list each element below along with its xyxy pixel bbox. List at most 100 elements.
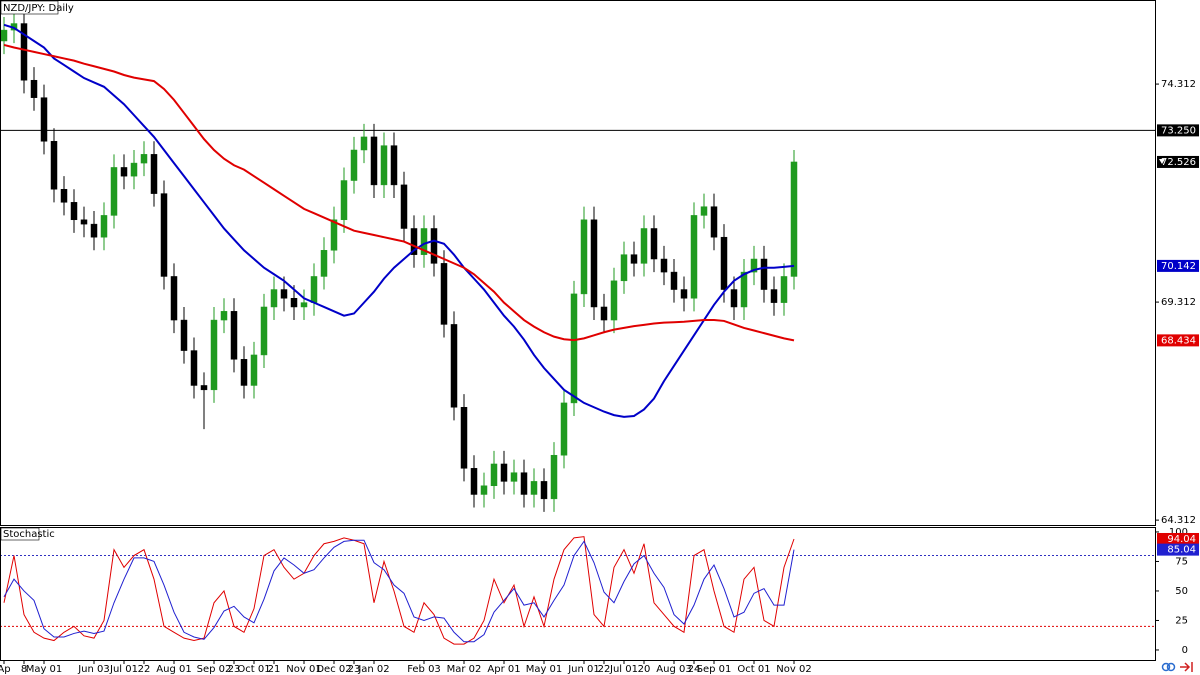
stochastic-frame	[0, 527, 1156, 661]
price-box-label: 68.434	[1161, 335, 1196, 346]
x-tick-label: 24	[688, 664, 701, 675]
price-box	[1157, 532, 1199, 545]
candle-body	[380, 145, 388, 186]
candle-body	[230, 311, 238, 360]
candle-body	[510, 472, 518, 482]
candle-body	[530, 481, 538, 495]
candle-body	[350, 149, 358, 181]
candle-body	[420, 228, 428, 255]
link-icon[interactable]	[1161, 662, 1171, 672]
x-tick-label: Aug 03	[656, 664, 691, 675]
link-icon[interactable]	[1166, 662, 1176, 672]
candle-body	[330, 219, 338, 251]
x-tick-label: May 01	[26, 664, 63, 675]
candle-body	[30, 79, 38, 98]
candle-body	[650, 228, 658, 260]
candle-body	[720, 236, 728, 290]
candle-body	[790, 161, 798, 277]
candle-body	[50, 141, 58, 190]
candle-body	[630, 254, 638, 264]
x-tick-label: Mar 02	[447, 664, 482, 675]
indicator-title: Stochastic	[3, 529, 55, 540]
x-tick-label: Jun 03	[77, 664, 110, 675]
price-box-label: 70.142	[1161, 261, 1196, 272]
candle-body	[750, 258, 758, 273]
candle-body	[120, 167, 128, 177]
main-panel	[0, 10, 1155, 512]
price-box	[1157, 155, 1199, 168]
price-box-label: 73.250	[1161, 125, 1196, 136]
shift-icon[interactable]	[1180, 662, 1193, 672]
price-box	[1157, 543, 1199, 556]
candle-body	[540, 481, 548, 500]
candle-body	[0, 29, 8, 42]
price-arrow	[1159, 158, 1165, 164]
candle-body	[250, 354, 258, 386]
candle-body	[270, 289, 278, 308]
candle-body	[180, 319, 188, 351]
x-tick-label: 22	[598, 664, 611, 675]
candle-body	[450, 324, 458, 408]
x-tick-label: Sep 01	[697, 664, 732, 675]
candle-body	[220, 311, 228, 321]
chart-title: NZD/JPY: Daily	[3, 3, 74, 14]
candle-body	[590, 219, 598, 308]
candle-body	[310, 276, 318, 303]
candle-body	[320, 250, 328, 277]
candle-body	[640, 228, 648, 264]
toolbar-icons[interactable]	[1161, 662, 1193, 672]
x-tick-label: Oct 01	[737, 664, 770, 675]
candle-body	[160, 193, 168, 277]
x-tick-label: Oct 01	[237, 664, 270, 675]
price-box-label: 72.526	[1161, 157, 1196, 168]
line	[3, 539, 795, 643]
x-tick-label: 20	[638, 664, 651, 675]
x-tick-label: Feb 03	[407, 664, 441, 675]
candle-body	[340, 180, 348, 221]
candle-body	[430, 228, 438, 264]
candle-body	[480, 485, 488, 495]
candle-body	[300, 302, 308, 308]
x-tick-label: 23	[228, 664, 241, 675]
y-tick-label: 74.312	[1161, 79, 1196, 90]
x-tick-label: 8	[21, 664, 27, 675]
candle-body	[140, 154, 148, 164]
y-tick-label: 25	[1175, 615, 1188, 626]
candle-body	[280, 289, 288, 299]
x-tick-label: Nov 01	[286, 664, 321, 675]
x-tick-label: 22	[138, 664, 151, 675]
candle-body	[490, 463, 498, 487]
candle-body	[240, 359, 248, 386]
axes: 74.312 69.312 64.312 73.250 70.142 68.434 72.5…	[0, 79, 1199, 675]
candle-body	[150, 154, 158, 194]
candle-body	[520, 472, 528, 495]
candle-body	[410, 228, 418, 255]
candle-body	[90, 223, 98, 238]
y-tick-label: 69.312	[1161, 297, 1196, 308]
candle-body	[610, 280, 618, 321]
candle-body	[20, 23, 28, 81]
candle-body	[760, 258, 768, 290]
price-box	[1157, 334, 1199, 347]
candle-body	[710, 206, 718, 238]
y-tick-label: 75	[1175, 556, 1188, 567]
price-box-label: 85.04	[1167, 545, 1196, 556]
y-tick-label: 100	[1169, 527, 1188, 538]
x-tick-label: 21	[268, 664, 281, 675]
x-tick-label: Jun 01	[567, 664, 600, 675]
candle-body	[70, 202, 78, 221]
candle-body	[210, 319, 218, 391]
candle-body	[770, 289, 778, 303]
candle-body	[550, 454, 558, 500]
candle-body	[440, 263, 448, 325]
candle-body	[170, 276, 178, 321]
candle-body	[370, 136, 378, 186]
candle-body	[110, 167, 118, 216]
x-tick-label: Nov 02	[776, 664, 811, 675]
title-box	[0, 0, 59, 15]
x-tick-label: Jul 01	[609, 664, 638, 675]
candle-body	[680, 289, 688, 299]
